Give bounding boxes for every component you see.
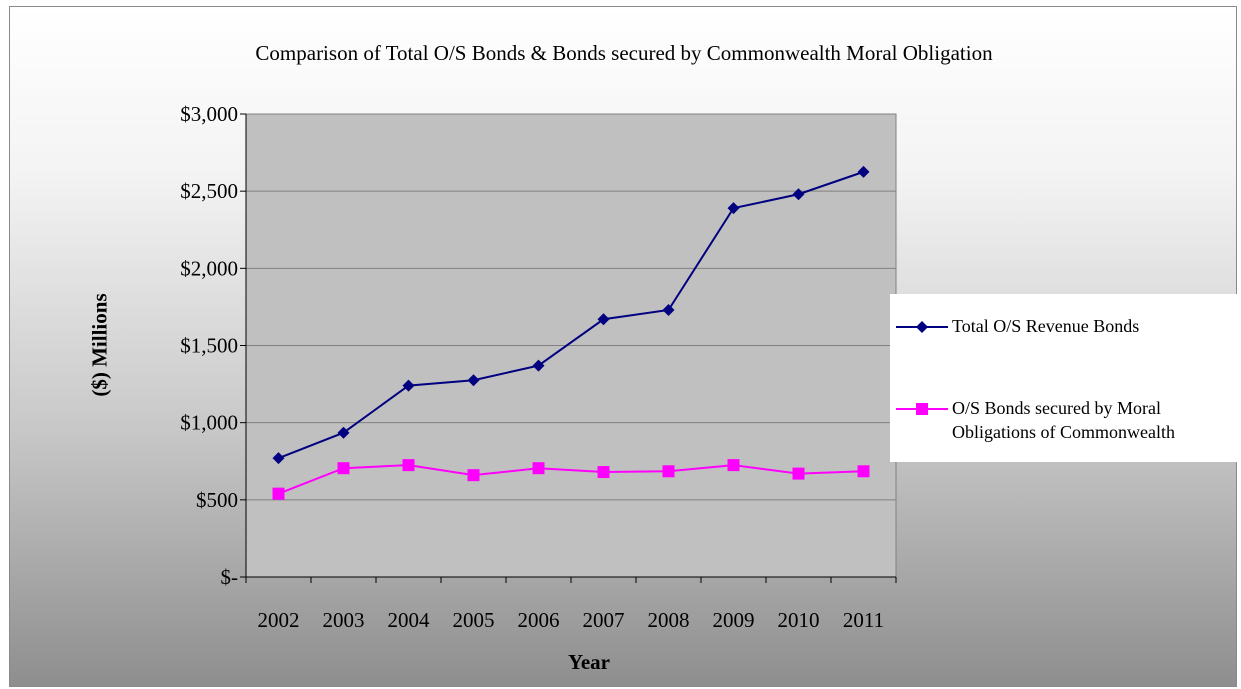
y-tick-label: $1,000 [180,411,238,435]
chart-title: Comparison of Total O/S Bonds & Bonds se… [255,41,993,65]
x-tick-label: 2009 [713,608,755,632]
series-0-point [857,165,870,178]
series-1-point [727,459,740,472]
x-tick-label: 2004 [388,608,431,632]
series-1-point [337,462,350,475]
series-1-point [402,459,415,472]
x-tick-label: 2003 [323,608,365,632]
series-0-point [792,188,805,201]
series-0-point [337,426,350,439]
legend-label-moral: O/S Bonds secured by Moral Obligations o… [952,396,1175,444]
series-1-point [597,466,610,479]
series-1-point [662,465,675,478]
plot-svg: $- $500 $1,000 $1,500 $2,000 $2,500 $3,000 2002… [180,102,897,632]
y-axis-title-text: ($) Millions [87,293,112,397]
series-1-point [467,469,480,482]
legend-label-moral-line-2: Obligations of Commonwealth [952,422,1175,442]
y-tick-label: $500 [196,488,238,512]
series-0-point [662,304,675,317]
series-1-point [792,467,805,480]
x-tick-label: 2011 [843,608,884,632]
series-1-point [857,465,870,478]
legend-label-moral-line-1: O/S Bonds secured by Moral [952,398,1161,418]
x-tick-label: 2002 [258,608,300,632]
series-1-point [272,487,285,500]
x-tick-label: 2008 [648,608,690,632]
legend-label-total: Total O/S Revenue Bonds [952,316,1140,336]
series-0-point [597,313,610,326]
legend-key-diamond-icon [896,321,948,333]
series-0-point [402,379,415,392]
y-tick-label: $- [221,565,239,589]
legend: Total O/S Revenue Bonds O/S Bonds secure… [890,294,1237,462]
series-1-point [532,462,545,475]
y-tick-label: $3,000 [180,102,238,126]
y-tick-label: $2,500 [180,179,238,203]
x-tick-label: 2005 [453,608,495,632]
series-line-1 [278,464,864,495]
legend-key-square-icon [896,403,948,415]
x-tick-label: 2006 [518,608,560,632]
series-0-point [727,202,740,215]
series-0-point [532,359,545,372]
x-axis-title: Year [568,650,610,674]
series-line-0 [278,170,864,460]
x-tick-label: 2007 [583,608,625,632]
x-tick-label: 2010 [778,608,820,632]
y-tick-label: $2,000 [180,256,238,280]
series-0-point [272,452,285,465]
y-tick-label: $1,500 [180,334,238,358]
series-0-point [467,374,480,387]
